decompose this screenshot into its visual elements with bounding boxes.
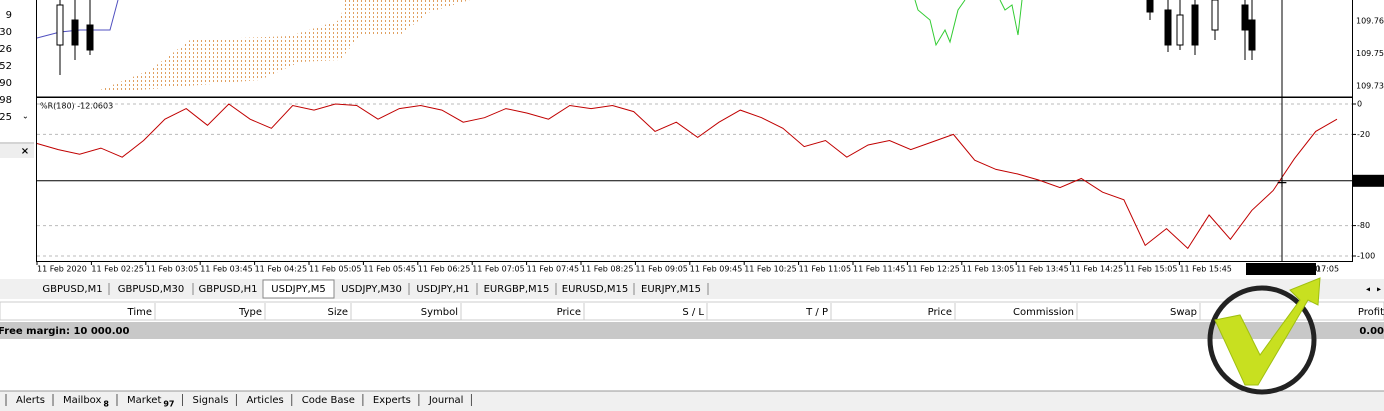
crosshair-cursor: +	[1276, 175, 1288, 191]
time-label: 11 Feb 03:05	[146, 265, 198, 274]
y-tick-label: 0	[1357, 100, 1362, 109]
indicator-label: %R(180) -12.0603	[40, 102, 113, 111]
chart-tab-bar	[0, 279, 1384, 299]
indicator-line	[36, 0, 119, 39]
symbol-value: 90	[0, 78, 12, 89]
time-label: 11 Feb 12:25	[907, 265, 959, 274]
column-header[interactable]: Time	[127, 307, 152, 318]
symbol-value: 52	[0, 61, 12, 72]
price-label: 109.750	[1356, 49, 1384, 58]
time-label: 11 Feb 04:25	[255, 265, 307, 274]
time-label: 11 Feb 09:45	[690, 265, 742, 274]
time-label: 11 Feb 14:25	[1071, 265, 1123, 274]
candles	[56, 0, 1256, 75]
time-label: 11 Feb 11:05	[799, 265, 851, 274]
column-header[interactable]: Price	[557, 307, 581, 318]
scroll-right[interactable]: ▸	[1377, 285, 1381, 294]
bottom-tab[interactable]: Alerts	[16, 395, 45, 406]
time-label: 11 Feb 05:45	[363, 265, 415, 274]
green-line	[999, 0, 1023, 36]
column-header[interactable]: T / P	[805, 307, 828, 318]
tab-badge: 97	[163, 400, 174, 409]
checkmark-logo	[1207, 277, 1321, 395]
dropdown-arrow[interactable]: ⌄	[22, 112, 29, 121]
time-label: 11 Feb 15:05	[1125, 265, 1177, 274]
time-label: 11 Feb 13:05	[962, 265, 1014, 274]
market-watch-panel	[0, 0, 30, 278]
bottom-tab[interactable]: Signals	[193, 395, 229, 406]
symbol-value: 9	[6, 10, 12, 21]
y-tick-label: -20	[1357, 130, 1370, 139]
time-label: 11 Feb 03:45	[200, 265, 252, 274]
column-header[interactable]: Type	[238, 307, 262, 318]
crosshair-value: -50.526	[1355, 176, 1384, 185]
column-header[interactable]: Price	[928, 307, 952, 318]
chart-tab[interactable]: USDJPY,M5	[271, 284, 325, 295]
chart-tab[interactable]: GBPUSD,M1	[42, 284, 102, 295]
price-label: 109.735	[1356, 82, 1384, 91]
time-label: 11 Feb 02:25	[91, 265, 143, 274]
symbol-value: 98	[0, 95, 12, 106]
bottom-tab[interactable]: Experts	[373, 395, 411, 406]
profit-total: 0.00	[1359, 326, 1384, 337]
crosshair-time: 2020.02.11 17:00	[1249, 265, 1320, 274]
time-label: 11 Feb 10:25	[744, 265, 796, 274]
time-label: 11 Feb 08:25	[581, 265, 633, 274]
y-tick-label: -80	[1357, 221, 1370, 230]
bottom-tab[interactable]: Code Base	[302, 395, 355, 406]
crosshair-time-box	[1246, 263, 1316, 275]
chart-tab[interactable]: EURJPY,M15	[641, 284, 701, 295]
tab-badge: 8	[103, 400, 109, 409]
terminal-row	[0, 322, 1384, 339]
time-label: 11 Feb 07:05	[472, 265, 524, 274]
williams-r-line	[36, 103, 1338, 250]
time-label: 11 Feb 2020	[37, 265, 87, 274]
free-margin: Free margin: 10 000.00	[0, 326, 129, 337]
chart-tab[interactable]: EURUSD,M15	[562, 284, 628, 295]
chart-tab[interactable]: GBPUSD,M30	[118, 284, 185, 295]
ichimoku-cloud	[100, 0, 470, 90]
time-label: 17:05	[1316, 265, 1339, 274]
close-button[interactable]: ×	[21, 146, 29, 157]
chart-tab[interactable]: GBPUSD,H1	[198, 284, 257, 295]
column-header[interactable]: Profit	[1358, 307, 1384, 318]
bottom-tab[interactable]: Mailbox	[63, 395, 101, 406]
bottom-tab[interactable]: Journal	[428, 395, 464, 406]
terminal-header	[0, 301, 1384, 321]
column-header[interactable]: Swap	[1170, 307, 1197, 318]
bottom-tab[interactable]: Market	[127, 395, 161, 406]
bottom-tab[interactable]: Articles	[246, 395, 283, 406]
symbol-value: 30	[0, 27, 12, 38]
chart-tab[interactable]: EURGBP,M15	[484, 284, 550, 295]
time-label: 11 Feb 13:45	[1016, 265, 1068, 274]
column-header[interactable]: Commission	[1013, 307, 1074, 318]
indicator-window	[36, 97, 1353, 262]
time-label: 11 Feb 11:45	[853, 265, 905, 274]
green-line	[914, 0, 966, 47]
time-label: 11 Feb 09:05	[635, 265, 687, 274]
time-label: 11 Feb 05:05	[309, 265, 361, 274]
crosshair-value-box	[1353, 174, 1384, 187]
time-label: 11 Feb 15:45	[1179, 265, 1231, 274]
column-header[interactable]: Symbol	[421, 307, 458, 318]
price-label: 109.765	[1356, 17, 1384, 26]
scroll-left[interactable]: ◂	[1366, 285, 1370, 294]
chart-tab[interactable]: USDJPY,H1	[416, 284, 469, 295]
column-header[interactable]: Size	[327, 307, 348, 318]
chart-tab[interactable]: USDJPY,M30	[341, 284, 402, 295]
column-header[interactable]: S / L	[682, 307, 704, 318]
time-label: 11 Feb 07:45	[527, 265, 579, 274]
time-label: 11 Feb 06:25	[418, 265, 470, 274]
bottom-tab-bar	[0, 391, 1384, 411]
symbol-value: 26	[0, 44, 12, 55]
symbol-value: 25	[0, 112, 12, 123]
y-tick-label: -100	[1357, 252, 1375, 261]
